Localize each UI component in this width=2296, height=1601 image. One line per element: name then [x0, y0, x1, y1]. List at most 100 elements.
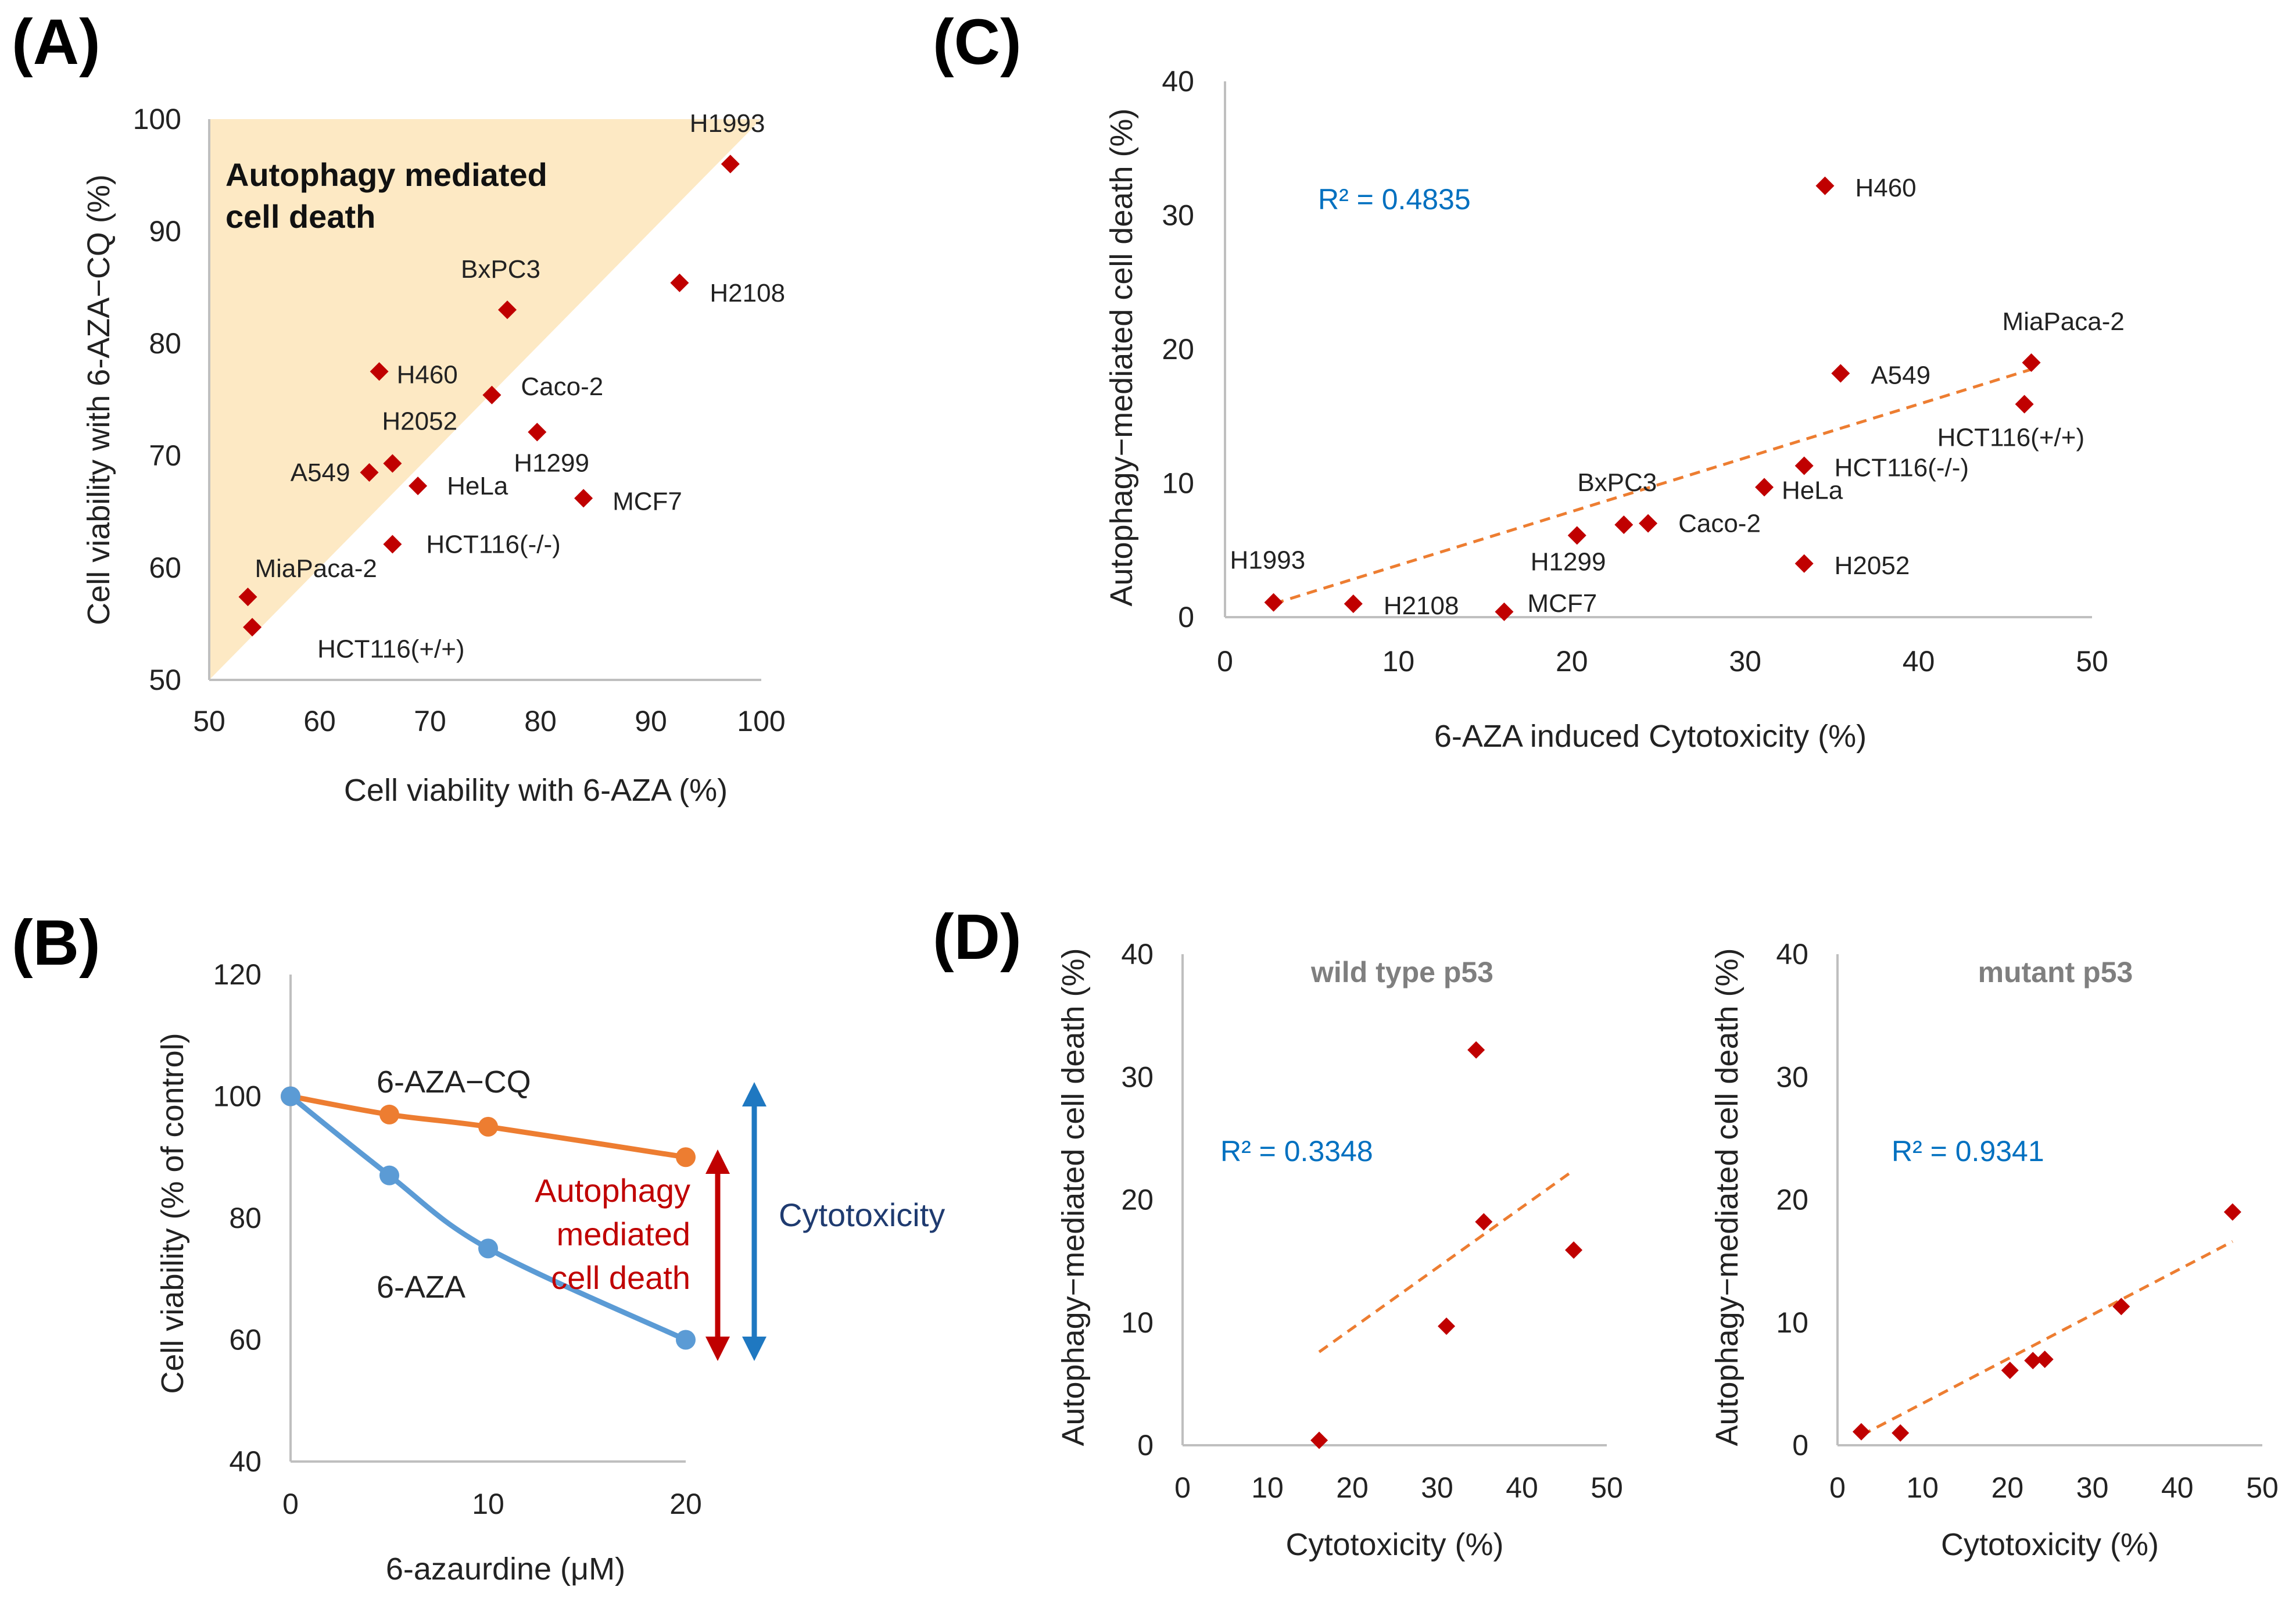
y-tick-label: 20: [1121, 1184, 1154, 1216]
point-label: Caco-2: [521, 373, 603, 401]
data-point: [1475, 1213, 1493, 1231]
y-tick-label: 60: [149, 551, 181, 584]
data-point: [670, 273, 689, 292]
data-point: [2036, 1351, 2054, 1369]
data-point: [1639, 514, 1658, 533]
series-label: 6-AZA: [377, 1270, 465, 1305]
y-axis-title: Cell viability with 6-AZA−CQ (%): [81, 174, 116, 625]
y-tick-label: 20: [1162, 333, 1194, 366]
subplot-title: wild type p53: [1310, 956, 1493, 988]
data-point: [574, 489, 593, 508]
point-label: HCT116(+/+): [1937, 424, 2085, 452]
x-tick-label: 20: [1556, 645, 1588, 678]
y-tick-label: 80: [229, 1202, 262, 1234]
y-axis-title: Autophagy−mediated cell death (%): [1104, 108, 1139, 606]
data-point: [2223, 1203, 2241, 1221]
data-point: [1495, 602, 1514, 621]
y-tick-label: 70: [149, 439, 181, 472]
region-label: cell death: [225, 198, 375, 235]
x-tick-label: 70: [414, 705, 446, 737]
point-label: MCF7: [1527, 589, 1597, 618]
y-tick-label: 30: [1121, 1061, 1154, 1093]
y-axis-title: Autophagy−mediated cell death (%): [1710, 948, 1745, 1446]
data-point: [409, 477, 428, 496]
x-tick-label: 30: [1729, 645, 1761, 678]
point-label: Caco-2: [1678, 510, 1761, 538]
x-tick-label: 50: [2246, 1471, 2279, 1504]
x-axis-title: 6-AZA induced Cytotoxicity (%): [1434, 719, 1867, 754]
y-tick-label: 90: [149, 215, 181, 248]
point-label: H460: [1855, 174, 1916, 202]
data-point: [482, 385, 502, 404]
y-tick-label: 80: [149, 327, 181, 360]
autophagy-region: [209, 119, 761, 680]
y-tick-label: 40: [1121, 938, 1154, 970]
x-axis-title: Cytotoxicity (%): [1941, 1527, 2159, 1562]
x-tick-label: 80: [524, 705, 557, 737]
x-tick-label: 20: [1991, 1471, 2024, 1504]
point-label: HCT116(-/-): [1835, 454, 1969, 482]
subplot-title: mutant p53: [1978, 956, 2133, 988]
series-point: [478, 1238, 498, 1259]
y-tick-label: 40: [229, 1445, 262, 1478]
x-tick-label: 0: [1829, 1471, 1846, 1504]
point-label: H2052: [382, 407, 457, 436]
x-tick-label: 10: [1906, 1471, 1939, 1504]
series-line: [290, 1094, 686, 1160]
data-point: [721, 155, 740, 174]
series-point: [478, 1116, 498, 1137]
r-squared: R² = 0.9341: [1892, 1135, 2044, 1167]
data-point: [1892, 1424, 1910, 1442]
y-tick-label: 20: [1776, 1184, 1808, 1216]
panel-label-c: (C): [933, 6, 1022, 78]
y-tick-label: 60: [229, 1324, 262, 1356]
y-tick-label: 100: [133, 103, 181, 135]
x-axis-title: Cell viability with 6-AZA (%): [344, 773, 728, 808]
panel-label-d: (D): [933, 901, 1022, 973]
x-axis-title: Cytotoxicity (%): [1285, 1527, 1503, 1562]
series-point: [379, 1165, 399, 1185]
x-tick-label: 10: [1251, 1471, 1284, 1504]
x-tick-label: 20: [669, 1488, 702, 1520]
y-tick-label: 30: [1776, 1061, 1808, 1093]
y-tick-label: 100: [213, 1080, 262, 1113]
data-point: [1831, 364, 1850, 383]
y-tick-label: 50: [149, 664, 181, 696]
x-tick-label: 40: [1903, 645, 1935, 678]
autophagy-label: Autophagy: [535, 1172, 690, 1209]
data-point: [528, 422, 547, 442]
point-label: BxPC3: [1577, 468, 1657, 497]
point-label: H1993: [1230, 546, 1306, 575]
series-line: [289, 1094, 687, 1342]
y-tick-label: 10: [1776, 1306, 1808, 1339]
data-point: [1815, 176, 1835, 195]
data-point: [370, 362, 389, 381]
y-tick-label: 120: [213, 958, 262, 991]
point-label: HeLa: [447, 472, 508, 500]
point-label: A549: [291, 459, 350, 487]
point-label: MiaPaca-2: [255, 554, 377, 583]
data-point: [1794, 554, 1814, 573]
x-tick-label: 30: [1421, 1471, 1453, 1504]
point-label: H2052: [1835, 551, 1910, 580]
autophagy-label: mediated: [557, 1216, 690, 1252]
data-point: [1264, 593, 1283, 612]
series-point: [676, 1330, 696, 1350]
trend-line: [1860, 1240, 2233, 1437]
data-point: [2022, 353, 2041, 373]
point-label: H1993: [690, 109, 765, 138]
y-tick-label: 10: [1162, 467, 1194, 500]
x-tick-label: 0: [1217, 645, 1233, 678]
data-point: [2001, 1362, 2019, 1380]
y-tick-label: 0: [1137, 1429, 1154, 1462]
y-tick-label: 0: [1792, 1429, 1808, 1462]
point-label: A549: [1871, 361, 1930, 389]
x-tick-label: 60: [303, 705, 336, 737]
panel-label-b: (B): [12, 907, 101, 979]
cytotoxicity-label: Cytotoxicity: [779, 1197, 945, 1233]
x-tick-label: 50: [1591, 1471, 1623, 1504]
series-label: 6-AZA−CQ: [377, 1065, 531, 1099]
autophagy-arrowhead: [705, 1149, 730, 1174]
point-label: HCT116(+/+): [317, 635, 465, 663]
